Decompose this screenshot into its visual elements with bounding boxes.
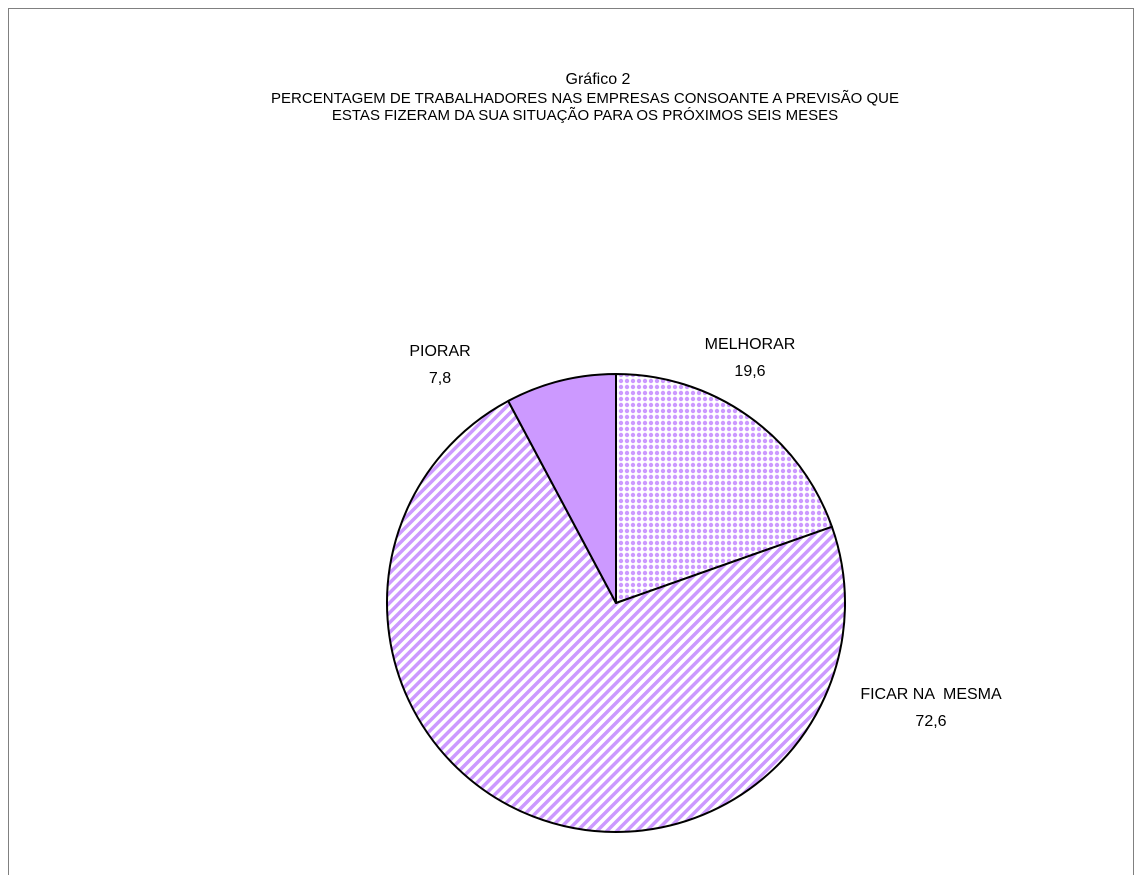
chart-subtitle: ESTAS FIZERAM DA SUA SITUAÇÃO PARA OS PR… [332,107,838,124]
chart-subtitle: PERCENTAGEM DE TRABALHADORES NAS EMPRESA… [271,90,899,107]
slice-value-label: 19,6 [734,363,765,380]
slice-value-label: 7,8 [429,370,451,387]
slice-label: MELHORAR [705,336,796,353]
slice-value-label: 72,6 [915,713,946,730]
pie-slice [507,373,617,604]
chart-title: Gráfico 2 [566,71,631,88]
pie-slice [386,399,846,833]
slice-label: FICAR NA MESMA [860,686,1002,703]
slice-label: PIORAR [409,343,470,360]
frame [8,8,1134,875]
